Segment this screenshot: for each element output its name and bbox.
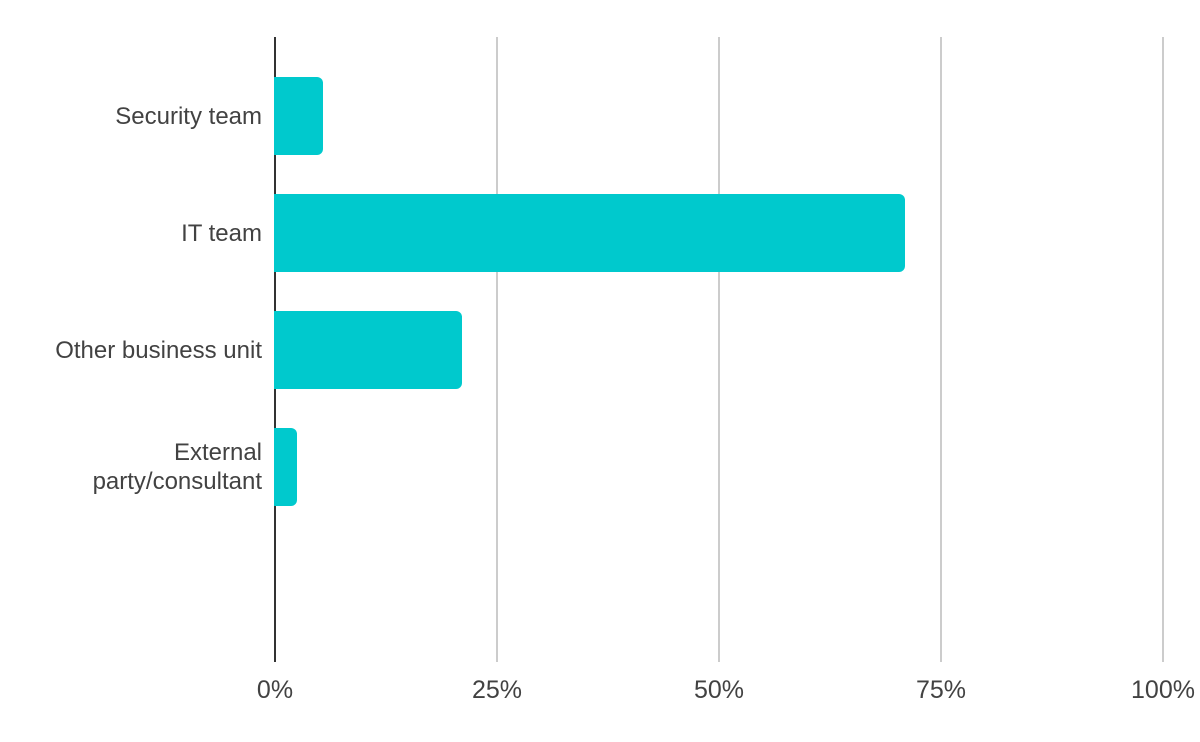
bar <box>274 194 905 272</box>
category-label: IT team <box>181 219 262 247</box>
gridline <box>718 37 720 662</box>
category-label: Security team <box>115 102 262 130</box>
bar <box>274 311 463 389</box>
gridline <box>496 37 498 662</box>
category-label: External party/consultant <box>92 439 262 495</box>
x-tick-label: 25% <box>471 676 523 704</box>
gridline <box>940 37 942 662</box>
x-tick-label: 0% <box>256 676 294 704</box>
x-tick-label: 75% <box>915 676 967 704</box>
bar <box>274 77 323 155</box>
bar <box>274 428 298 506</box>
plot-area <box>274 37 1164 662</box>
category-label: Other business unit <box>55 336 262 364</box>
gridline <box>1162 37 1164 662</box>
x-tick-label: 50% <box>693 676 745 704</box>
x-tick-label: 100% <box>1131 676 1195 704</box>
